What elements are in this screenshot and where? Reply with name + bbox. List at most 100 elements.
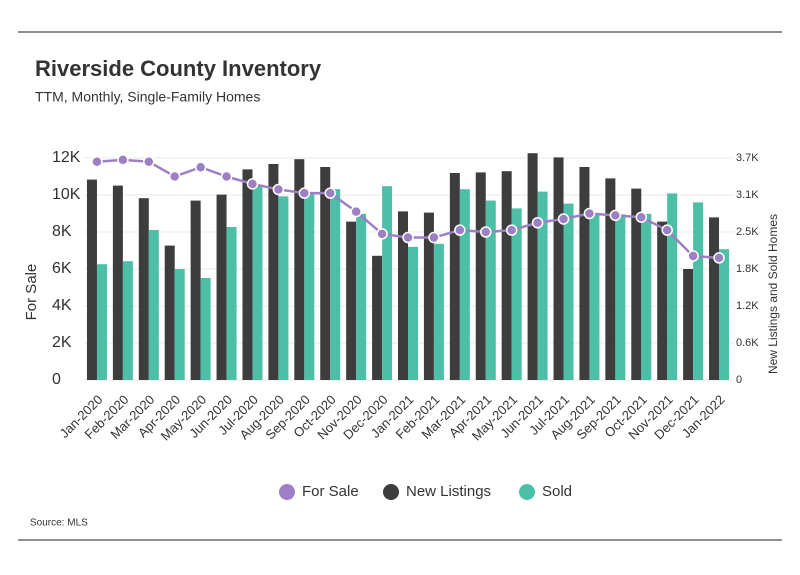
bar — [553, 157, 564, 380]
bar — [226, 227, 237, 380]
bar — [294, 159, 305, 380]
source-note: Source: MLS — [30, 518, 88, 529]
line-point — [324, 187, 336, 199]
legend-label: Sold — [542, 483, 572, 500]
y-axis-label: For Sale — [23, 264, 40, 321]
bar — [216, 194, 227, 380]
y2-tick-label: 1.8K — [736, 263, 759, 275]
y2-axis-label: New Listings and Sold Homes — [766, 214, 780, 374]
line-point — [168, 170, 181, 183]
bar — [174, 269, 185, 380]
line-point — [298, 187, 311, 199]
bar — [563, 203, 574, 380]
bar — [579, 167, 590, 380]
y2-tick-label: 1.2K — [736, 300, 759, 312]
legend-label: For Sale — [302, 483, 359, 500]
bar — [330, 189, 341, 380]
bar — [589, 213, 600, 380]
bar — [475, 172, 486, 380]
bar — [138, 198, 149, 380]
bar — [304, 193, 315, 380]
y2-tick-label: 2.5K — [736, 226, 759, 238]
legend-swatch — [383, 484, 399, 500]
bar — [190, 200, 201, 380]
bar — [252, 185, 263, 380]
line-point — [454, 224, 466, 236]
y2-tick-label: 3.1K — [736, 189, 759, 201]
bar — [605, 178, 616, 380]
y2-tick-label: 0 — [736, 374, 742, 386]
line-point — [143, 155, 155, 168]
y-tick-label: 6K — [52, 260, 72, 277]
bar — [693, 202, 704, 380]
bar — [537, 191, 548, 380]
y2-tick-label: 3.7K — [736, 152, 759, 164]
legend-swatch — [519, 484, 535, 500]
y2-tick-label: 0.6K — [736, 337, 759, 349]
legend-label: New Listings — [406, 483, 491, 500]
bar — [667, 193, 678, 380]
bar — [485, 200, 496, 380]
y-tick-label: 8K — [52, 223, 72, 240]
bar — [278, 196, 289, 380]
line-point — [687, 250, 699, 262]
bar — [709, 217, 720, 380]
y-tick-label: 4K — [52, 297, 72, 314]
bar — [527, 153, 538, 380]
bar — [423, 212, 434, 380]
bar — [96, 264, 107, 380]
line-point — [713, 252, 725, 264]
bar — [398, 211, 408, 380]
bar — [346, 221, 357, 380]
bar — [372, 255, 383, 380]
bar — [719, 249, 730, 380]
bar — [268, 164, 279, 380]
bar — [112, 185, 123, 380]
line-point — [480, 226, 492, 238]
y-tick-label: 0 — [52, 371, 61, 388]
bar — [382, 186, 393, 380]
line-point — [350, 205, 362, 218]
line-point — [117, 154, 129, 166]
line-point — [583, 207, 596, 220]
bar — [683, 269, 694, 380]
line-point — [661, 224, 673, 236]
line-point — [428, 231, 440, 244]
legend-swatch — [279, 484, 295, 500]
bar — [657, 221, 668, 380]
line-point — [194, 161, 207, 173]
bar — [615, 214, 626, 380]
bar — [242, 169, 253, 380]
chart-title: Riverside County Inventory — [35, 56, 322, 81]
bar — [164, 245, 175, 380]
y-tick-label: 10K — [52, 186, 81, 203]
y-tick-label: 2K — [52, 334, 72, 351]
bar — [433, 243, 444, 380]
bar — [200, 278, 211, 380]
line-point — [505, 224, 518, 236]
bar — [449, 173, 460, 380]
bar — [148, 230, 159, 380]
line-point — [531, 217, 544, 229]
y-tick-label: 12K — [52, 149, 81, 166]
bar — [408, 246, 418, 380]
bar — [122, 261, 133, 380]
bar — [631, 188, 642, 380]
line-point — [557, 213, 570, 225]
line-point — [376, 228, 388, 240]
line-point — [402, 231, 414, 244]
line-point — [272, 183, 285, 196]
line-point — [635, 211, 648, 223]
bar — [86, 179, 97, 380]
bar — [356, 213, 367, 380]
line-point — [609, 209, 622, 222]
chart-subtitle: TTM, Monthly, Single-Family Homes — [35, 89, 260, 105]
line-point — [91, 155, 103, 168]
bar — [641, 213, 652, 380]
line-point — [246, 178, 259, 190]
bar — [511, 208, 522, 380]
line-point — [220, 170, 233, 183]
bar — [501, 171, 512, 380]
bar — [320, 167, 331, 380]
